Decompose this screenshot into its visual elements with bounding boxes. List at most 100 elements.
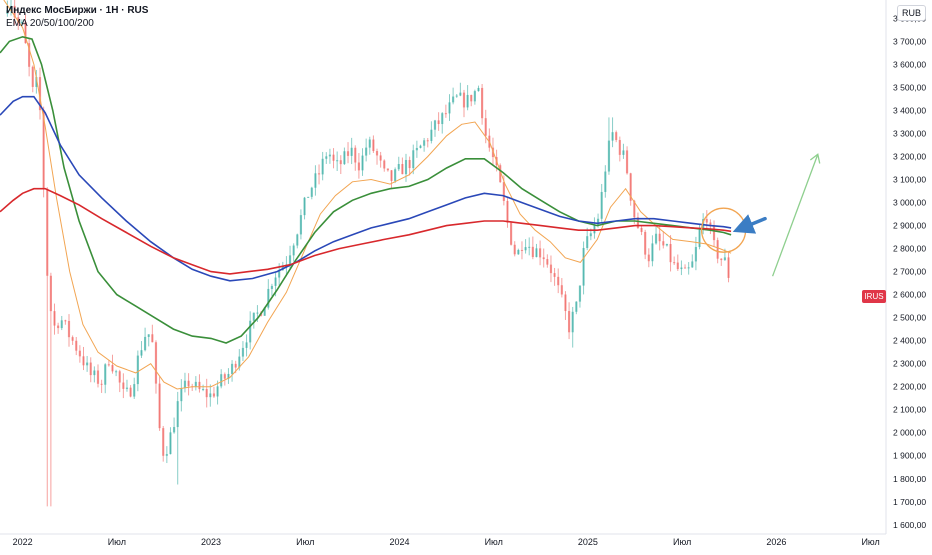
candle-body xyxy=(564,294,567,312)
y-tick-label: 2 700,00 xyxy=(893,267,926,277)
candle-body xyxy=(622,150,625,155)
x-tick-label: 2026 xyxy=(766,537,786,547)
candle-body xyxy=(78,350,81,357)
candle-body xyxy=(372,139,375,152)
candle-body xyxy=(578,285,582,302)
candle-body xyxy=(325,156,328,159)
candle-body xyxy=(201,389,205,391)
candles-layer xyxy=(6,0,730,507)
candle-body xyxy=(593,225,596,234)
candle-body xyxy=(680,267,683,270)
candle-body xyxy=(553,273,556,277)
candle-body xyxy=(673,262,676,264)
candle-body xyxy=(143,336,147,351)
candle-body xyxy=(586,236,589,248)
trend-arrow xyxy=(771,153,821,277)
candle-body xyxy=(379,155,382,161)
candle-body xyxy=(368,139,371,148)
candle-body xyxy=(100,383,103,385)
candle-body xyxy=(629,173,632,201)
indicator-label[interactable]: EMA 20/50/100/200 xyxy=(6,18,94,29)
candle-body xyxy=(223,374,226,379)
candle-body xyxy=(343,151,346,165)
candle-body xyxy=(165,454,168,456)
candle-body xyxy=(249,320,252,343)
candle-body xyxy=(571,311,574,333)
candle-body xyxy=(20,21,23,24)
candle-body xyxy=(709,222,712,227)
candle-body xyxy=(75,340,78,351)
candle-body xyxy=(209,393,212,398)
candle-body xyxy=(104,364,107,385)
y-tick-label: 1 700,00 xyxy=(893,497,926,507)
candle-body xyxy=(9,5,13,11)
x-tick-label: Июл xyxy=(861,537,879,547)
candle-body xyxy=(71,337,74,341)
x-tick-label: 2024 xyxy=(389,537,409,547)
candle-body xyxy=(644,231,647,255)
candle-body xyxy=(332,154,335,161)
candle-body xyxy=(506,200,509,223)
candle-body xyxy=(89,362,92,376)
candle-body xyxy=(716,240,719,259)
y-tick-label: 2 600,00 xyxy=(893,290,926,300)
candle-body xyxy=(404,159,408,175)
candle-body xyxy=(278,270,281,278)
currency-label[interactable]: RUB xyxy=(896,5,926,21)
annotations-layer xyxy=(700,153,821,277)
candle-body xyxy=(194,381,197,387)
candle-body xyxy=(694,247,698,262)
y-tick-label: 3 600,00 xyxy=(893,59,926,69)
pointer-arrow xyxy=(732,214,767,234)
y-tick-label: 2 000,00 xyxy=(893,428,926,438)
candle-body xyxy=(118,371,121,383)
candle-body xyxy=(430,129,433,141)
y-tick-label: 3 700,00 xyxy=(893,36,926,46)
candle-body xyxy=(575,301,578,312)
candle-body xyxy=(136,355,139,385)
candle-body xyxy=(64,320,67,322)
candle-body xyxy=(321,158,324,175)
candle-body xyxy=(299,215,303,235)
candle-body xyxy=(727,257,730,278)
candle-body xyxy=(419,145,422,148)
candle-body xyxy=(354,147,357,163)
y-tick-label: 3 300,00 xyxy=(893,129,926,139)
candle-body xyxy=(462,92,466,108)
candle-body xyxy=(549,264,553,274)
candle-body xyxy=(162,428,165,456)
candle-body xyxy=(676,262,679,270)
candle-body xyxy=(452,96,455,103)
candle-body xyxy=(67,320,71,338)
candle-body xyxy=(542,257,545,260)
candle-body xyxy=(466,94,469,108)
candle-body xyxy=(270,285,274,289)
candle-body xyxy=(365,147,368,156)
y-tick-label: 3 100,00 xyxy=(893,175,926,185)
y-tick-label: 2 300,00 xyxy=(893,359,926,369)
candle-body xyxy=(17,17,20,24)
chart-title: Индекс МосБиржи · 1Н · RUS xyxy=(6,5,149,16)
candle-body xyxy=(538,248,542,258)
candle-body xyxy=(172,427,176,433)
candle-body xyxy=(444,113,447,115)
candle-body xyxy=(205,389,208,398)
candle-body xyxy=(647,254,650,262)
y-tick-label: 3 200,00 xyxy=(893,152,926,162)
candle-body xyxy=(169,432,172,455)
y-tick-label: 1 800,00 xyxy=(893,474,926,484)
y-tick-label: 2 500,00 xyxy=(893,313,926,323)
candle-body xyxy=(408,159,411,169)
candle-body xyxy=(256,312,259,314)
candle-body xyxy=(441,113,444,125)
candle-body xyxy=(307,196,310,198)
candle-body xyxy=(437,120,440,125)
candle-body xyxy=(38,77,42,111)
candle-body xyxy=(310,187,313,197)
candle-body xyxy=(484,118,487,136)
candle-body xyxy=(220,374,223,387)
x-tick-label: 2023 xyxy=(201,537,221,547)
candle-body xyxy=(535,248,538,258)
candle-body xyxy=(42,110,45,189)
